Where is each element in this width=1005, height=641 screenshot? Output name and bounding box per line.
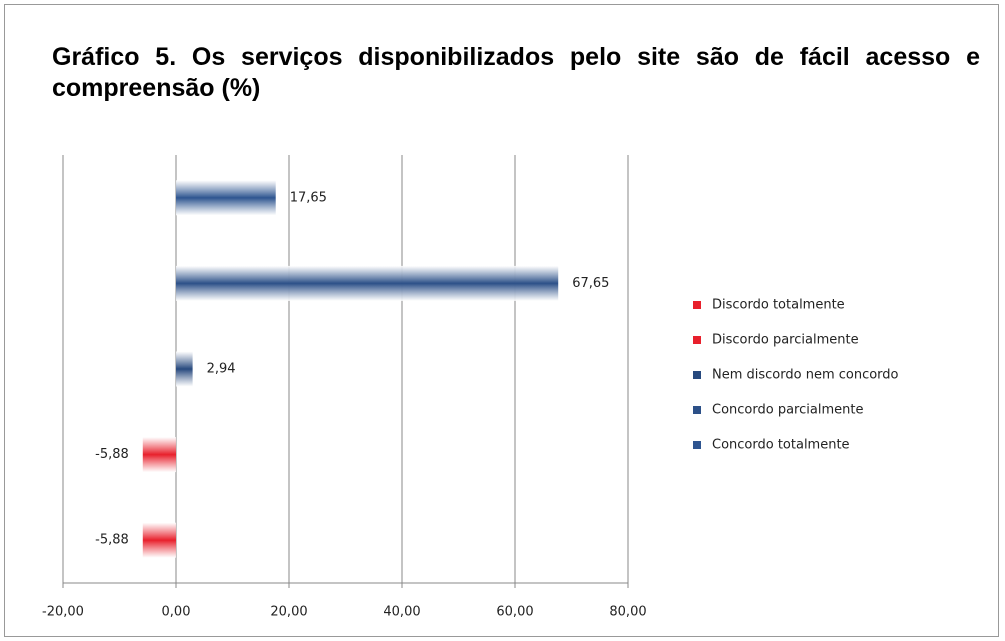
legend-swatch xyxy=(693,406,701,414)
data-label: -5,88 xyxy=(95,447,129,462)
x-tick-label: 0,00 xyxy=(162,605,191,620)
x-tick-label: 40,00 xyxy=(383,605,420,620)
data-label: 67,65 xyxy=(572,276,609,291)
x-tick-label: 60,00 xyxy=(496,605,533,620)
legend-label: Discordo parcialmente xyxy=(712,333,859,348)
x-tick-label: 20,00 xyxy=(270,605,307,620)
data-label: 2,94 xyxy=(207,362,236,377)
legend-label: Concordo parcialmente xyxy=(712,403,863,418)
x-tick-label: -20,00 xyxy=(42,605,84,620)
legend-swatch xyxy=(693,301,701,309)
data-label: 17,65 xyxy=(290,190,327,205)
legend-swatch xyxy=(693,371,701,379)
legend-label: Nem discordo nem concordo xyxy=(712,368,899,383)
bar xyxy=(176,351,193,387)
bar xyxy=(176,265,559,301)
legend-swatch xyxy=(693,441,701,449)
chart-title: Gráfico 5. Os serviços disponibilizados … xyxy=(52,43,980,102)
bar xyxy=(142,522,176,558)
frame xyxy=(4,4,999,637)
legend-swatch xyxy=(693,336,701,344)
data-label: -5,88 xyxy=(95,533,129,548)
bar xyxy=(176,180,276,216)
legend-label: Discordo totalmente xyxy=(712,298,845,313)
legend-label: Concordo totalmente xyxy=(712,438,850,453)
x-tick-label: 80,00 xyxy=(609,605,646,620)
bar xyxy=(142,437,176,473)
